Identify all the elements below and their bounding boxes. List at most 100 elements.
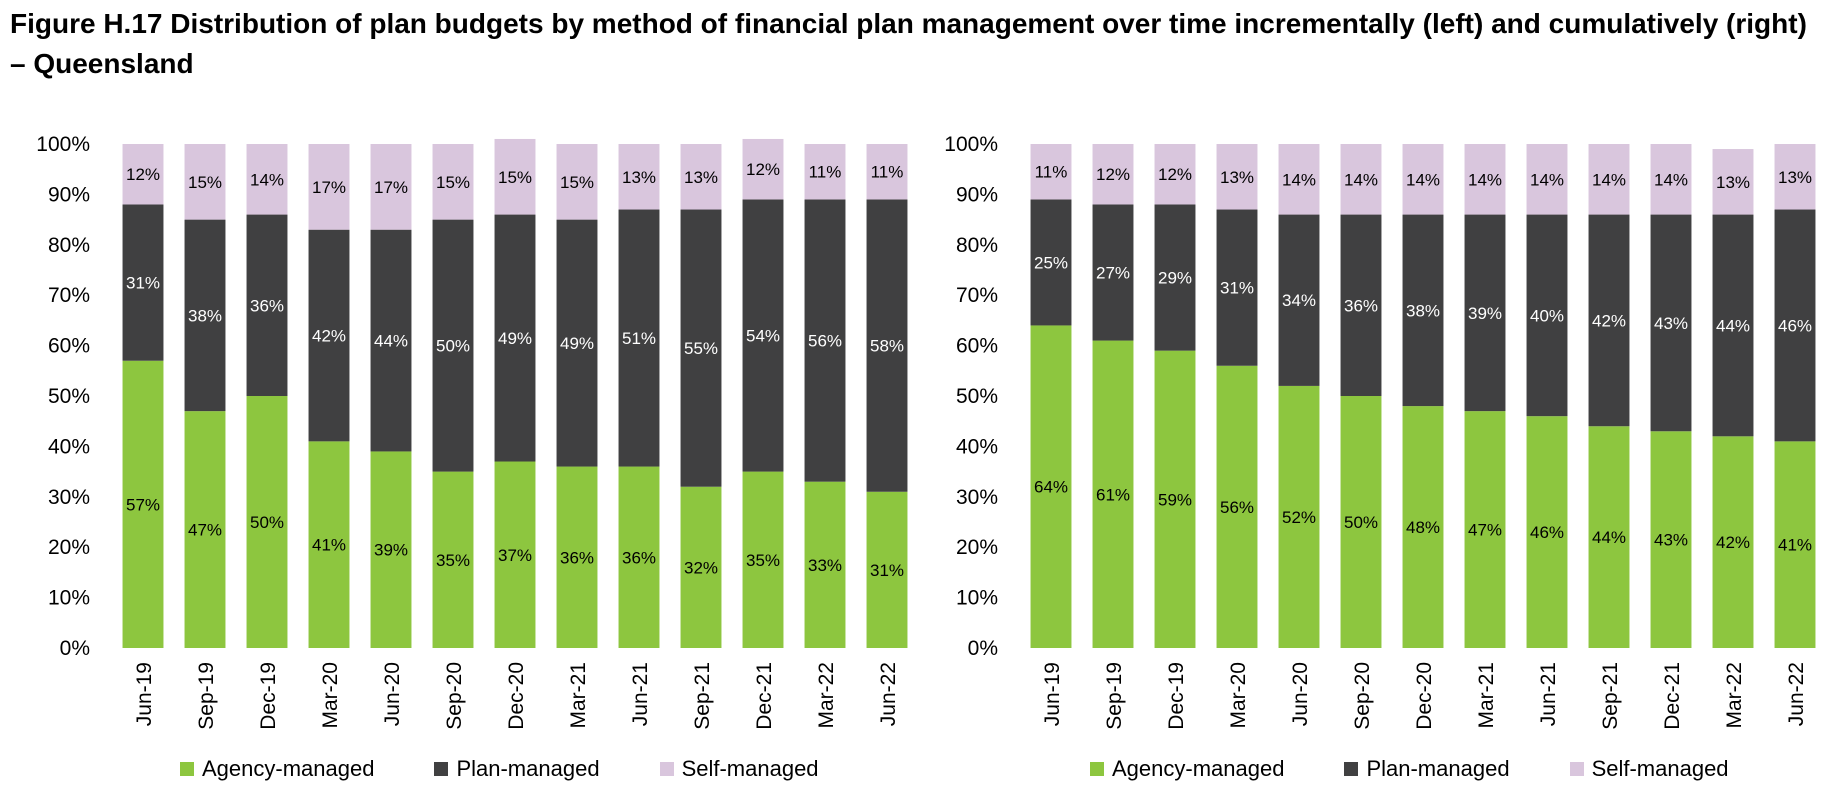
value-label-self: 13% <box>622 168 656 187</box>
bar-segment-plan <box>494 214 536 462</box>
legend-item-plan: Plan-managed <box>1344 756 1510 782</box>
x-tick-label: Dec-19 <box>1165 662 1188 730</box>
value-label-self: 15% <box>188 173 222 192</box>
x-tick-label: Jun-22 <box>877 662 900 726</box>
value-label-self: 14% <box>250 170 284 189</box>
x-tick-label: Jun-20 <box>381 662 404 726</box>
bar-segment-plan <box>1526 214 1568 417</box>
x-tick-label: Dec-21 <box>753 662 776 730</box>
x-tick-label: Mar-22 <box>815 662 838 729</box>
bar-segment-agency <box>1588 426 1630 648</box>
value-label-plan: 25% <box>1034 253 1068 272</box>
plan-swatch <box>1344 762 1359 776</box>
value-label-plan: 36% <box>1344 296 1378 315</box>
value-label-agency: 36% <box>622 548 656 567</box>
value-label-agency: 57% <box>126 495 160 514</box>
bar-segment-self <box>866 144 908 200</box>
value-label-self: 14% <box>1406 170 1440 189</box>
value-label-plan: 36% <box>250 296 284 315</box>
agency-swatch <box>1090 762 1104 776</box>
value-label-plan: 44% <box>1716 316 1750 335</box>
legend-label: Self-managed <box>681 756 819 781</box>
bar-segment-agency <box>1340 396 1382 648</box>
bar-segment-agency <box>122 360 164 648</box>
value-label-agency: 32% <box>684 558 718 577</box>
x-tick-label: Mar-22 <box>1723 662 1746 729</box>
chart-right: 0% 10% 20% 30% 40% 50% 60% 70% 80% 90% 100% 64% 25% 1… <box>908 120 1828 740</box>
x-tick-label: Dec-20 <box>1413 662 1436 730</box>
y-tick-label: 100% <box>944 133 998 156</box>
legend-right: Agency-managed Plan-managed Self-managed <box>1090 756 1789 782</box>
value-label-agency: 37% <box>498 546 532 565</box>
value-label-plan: 46% <box>1778 316 1812 335</box>
bar-segment-plan <box>1464 214 1506 412</box>
value-label-self: 13% <box>684 168 718 187</box>
x-tick-label: Jun-20 <box>1289 662 1312 726</box>
value-label-agency: 35% <box>436 551 470 570</box>
bar-segment-self <box>804 144 846 200</box>
value-label-agency: 56% <box>1220 498 1254 517</box>
x-tick-label: Jun-19 <box>1041 662 1064 726</box>
value-label-agency: 50% <box>1344 513 1378 532</box>
x-tick-label: Mar-21 <box>1475 662 1498 729</box>
bar-segment-agency <box>184 411 226 648</box>
value-label-plan: 49% <box>498 329 532 348</box>
value-label-plan: 50% <box>436 337 470 356</box>
chart-svg-right: 0% 10% 20% 30% 40% 50% 60% 70% 80% 90% 100% 64% 25% 1… <box>944 133 1816 730</box>
value-label-agency: 47% <box>1468 521 1502 540</box>
bar-segment-agency <box>1092 340 1134 648</box>
bar-segment-agency <box>494 461 536 648</box>
bar-segment-self <box>1030 144 1072 200</box>
bar-segment-agency <box>432 471 474 648</box>
value-label-agency: 43% <box>1654 531 1688 550</box>
x-tick-label: Dec-20 <box>505 662 528 730</box>
bar-segment-self <box>1278 144 1320 215</box>
value-label-plan: 42% <box>1592 311 1626 330</box>
bar-segment-plan <box>432 219 474 472</box>
value-label-plan: 44% <box>374 332 408 351</box>
x-tick-label: Jun-22 <box>1785 662 1808 726</box>
agency-swatch <box>180 762 194 776</box>
bar-segment-self <box>1340 144 1382 215</box>
bar-segment-agency <box>1278 385 1320 648</box>
value-label-self: 13% <box>1716 173 1750 192</box>
bar-segment-self <box>246 144 288 215</box>
bar-segment-agency <box>1650 431 1692 648</box>
figure-title: Figure H.17 Distribution of plan budgets… <box>10 8 1807 79</box>
bar-segment-plan <box>1712 214 1754 437</box>
bar-segment-self <box>184 144 226 220</box>
x-tick-label: Jun-21 <box>1537 662 1560 726</box>
bar-segment-plan <box>1588 214 1630 427</box>
y-tick-label: 60% <box>956 335 998 358</box>
y-tick-label: 90% <box>48 183 90 206</box>
value-label-plan: 39% <box>1468 304 1502 323</box>
bar-segment-self <box>742 138 784 200</box>
y-tick-label: 50% <box>48 385 90 408</box>
bar-segment-self <box>432 144 474 220</box>
bar-segment-self <box>1526 144 1568 215</box>
x-tick-label: Mar-20 <box>319 662 342 729</box>
value-label-self: 14% <box>1468 170 1502 189</box>
legend-label: Plan-managed <box>1366 756 1510 781</box>
legend-item-plan: Plan-managed <box>434 756 600 782</box>
legend-label: Agency-managed <box>1112 756 1285 781</box>
legend-label: Plan-managed <box>456 756 600 781</box>
bar-segment-plan <box>1340 214 1382 396</box>
bar-segment-self <box>1092 144 1134 205</box>
value-label-self: 12% <box>1158 165 1192 184</box>
value-label-self: 13% <box>1220 168 1254 187</box>
bar-segment-plan <box>804 199 846 482</box>
x-tick-label: Sep-19 <box>195 662 218 730</box>
bar-segment-agency <box>1774 441 1816 648</box>
value-label-plan: 40% <box>1530 306 1564 325</box>
bar-segment-plan <box>370 229 412 452</box>
bar-segment-agency <box>1154 350 1196 648</box>
chart-left: 0% 10% 20% 30% 40% 50% 60% 70% 80% 90% 100% 57% 31% 1… <box>0 120 920 740</box>
bar-segment-self <box>1216 144 1258 210</box>
bar-segment-agency <box>1402 406 1444 648</box>
bar-segment-agency <box>866 491 908 648</box>
bar-segment-plan <box>680 209 722 487</box>
y-tick-label: 10% <box>956 587 998 610</box>
value-label-agency: 50% <box>250 513 284 532</box>
y-tick-label: 0% <box>60 637 90 660</box>
